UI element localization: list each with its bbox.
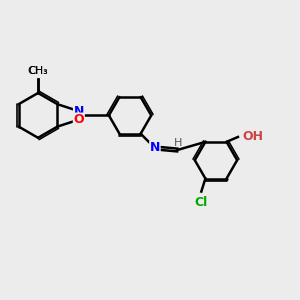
Text: Cl: Cl bbox=[195, 196, 208, 208]
Text: O: O bbox=[74, 113, 84, 126]
Text: H: H bbox=[174, 138, 182, 148]
Text: N: N bbox=[150, 142, 160, 154]
Text: N: N bbox=[74, 105, 84, 118]
Text: OH: OH bbox=[243, 130, 264, 143]
Text: CH₃: CH₃ bbox=[28, 66, 48, 76]
Text: CH₃: CH₃ bbox=[28, 66, 48, 76]
